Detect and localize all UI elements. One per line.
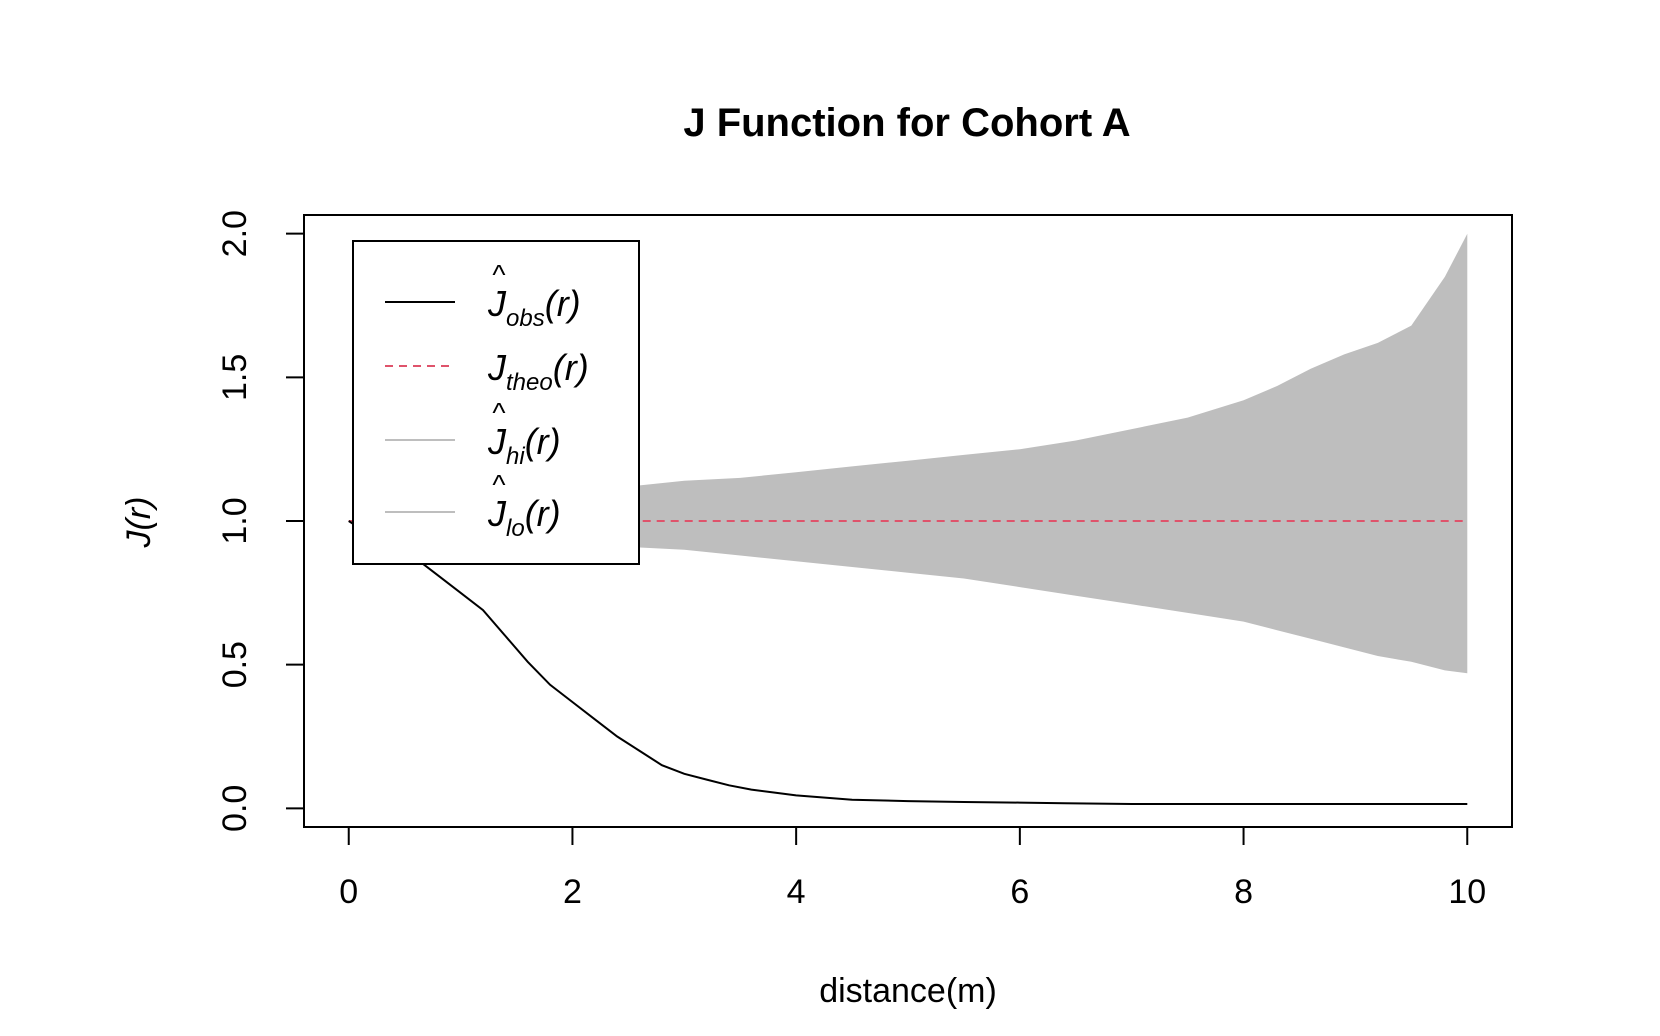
legend-hat-lo: ^ — [492, 469, 505, 500]
legend-label-lo: Jlo(r) — [487, 493, 561, 542]
envelope-band — [348, 233, 1468, 674]
legend-box — [352, 240, 640, 565]
x-tick-label: 0 — [339, 873, 358, 911]
y-tick-label: 1.0 — [216, 497, 254, 544]
x-tick-label: 6 — [1010, 873, 1029, 911]
x-tick-label: 10 — [1448, 873, 1486, 911]
x-tick-label: 4 — [787, 873, 806, 911]
legend-label-theo: Jtheo(r) — [487, 347, 589, 396]
y-axis: 0.0 0.5 1.0 1.5 2.0 — [216, 210, 305, 832]
legend-label-obs: Jobs(r) — [487, 283, 581, 332]
series-obs-line — [348, 520, 1468, 805]
x-axis-label: distance(m) — [819, 972, 997, 1010]
x-tick-label: 2 — [563, 873, 582, 911]
x-axis: 0 2 4 6 8 10 — [339, 826, 1486, 911]
chart-title: J Function for Cohort A — [683, 101, 1130, 145]
legend-hat-hi: ^ — [492, 397, 505, 428]
legend: Jobs(r)^Jtheo(r)Jhi(r)^Jlo(r)^ — [352, 240, 640, 565]
y-tick-label: 1.5 — [216, 354, 254, 401]
y-tick-label: 2.0 — [216, 210, 254, 257]
legend-label-hi: Jhi(r) — [487, 421, 561, 470]
legend-hat-obs: ^ — [492, 259, 505, 290]
y-tick-label: 0.5 — [216, 641, 254, 688]
y-axis-label: J(r) — [120, 497, 158, 549]
x-tick-label: 8 — [1234, 873, 1253, 911]
y-tick-label: 0.0 — [216, 785, 254, 832]
